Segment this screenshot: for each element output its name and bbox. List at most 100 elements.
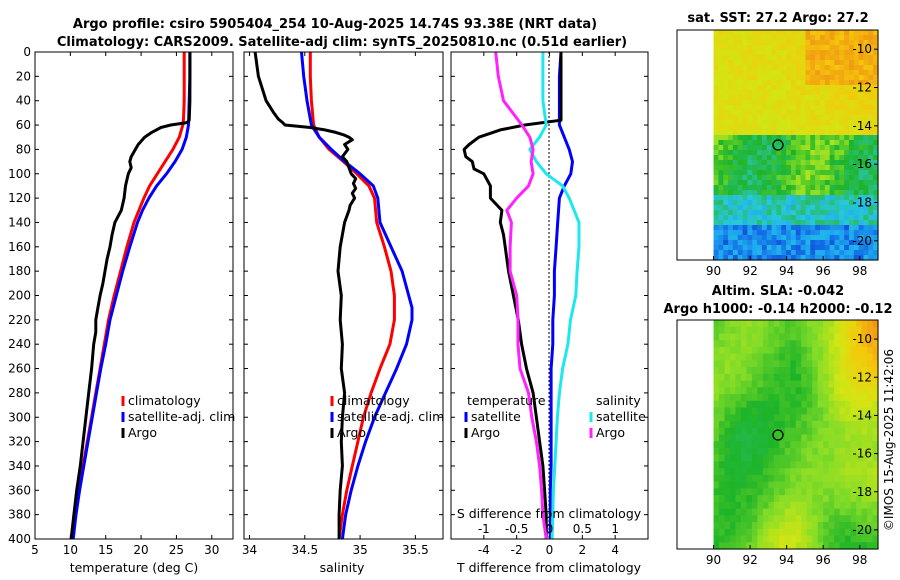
- latitude-tick-label: -20: [852, 234, 872, 248]
- heatmap-cell: [844, 135, 850, 141]
- heatmap-cell: [805, 205, 811, 211]
- heatmap-cell: [812, 387, 819, 395]
- heatmap-cell: [790, 488, 797, 496]
- heatmap-cell: [728, 150, 734, 156]
- heatmap-cell: [844, 160, 850, 166]
- heatmap-cell: [800, 95, 807, 101]
- heatmap-cell: [737, 35, 744, 41]
- heatmap-cell: [729, 421, 737, 429]
- heatmap-cell: [795, 75, 802, 81]
- heatmap-cell: [858, 100, 865, 106]
- heatmap-cell: [761, 90, 768, 96]
- heatmap-cell: [824, 35, 831, 41]
- heatmap-cell: [776, 200, 782, 206]
- heatmap-cell: [729, 407, 737, 415]
- heatmap-cell: [795, 205, 802, 211]
- heatmap-cell: [795, 542, 802, 550]
- heatmap-cell: [757, 60, 763, 66]
- heatmap-cell: [839, 175, 845, 181]
- heatmap-cell: [815, 60, 821, 66]
- heatmap-cell: [761, 115, 768, 121]
- heatmap-cell: [872, 380, 879, 388]
- heatmap-cell: [781, 40, 787, 46]
- heatmap-cell: [723, 145, 729, 151]
- heatmap-cell: [815, 185, 821, 191]
- heatmap-cell: [786, 30, 792, 36]
- heatmap-cell: [766, 205, 773, 211]
- heatmap-cell: [828, 380, 835, 388]
- heatmap-cell: [839, 535, 846, 543]
- heatmap-cell: [867, 400, 874, 409]
- heatmap-cell: [742, 185, 749, 191]
- heatmap-cell: [853, 120, 860, 126]
- heatmap-cell: [762, 373, 769, 382]
- heatmap-cell: [844, 35, 850, 41]
- heatmap-cell: [805, 175, 811, 181]
- heatmap-cell: [762, 326, 769, 335]
- heatmap-cell: [795, 528, 802, 537]
- heatmap-cell: [806, 481, 813, 489]
- heatmap-cell: [776, 245, 782, 251]
- heatmap-cell: [740, 387, 748, 395]
- heatmap-cell: [828, 461, 835, 469]
- heatmap-cell: [718, 230, 724, 236]
- heatmap-cell: [752, 130, 758, 136]
- heatmap-cell: [732, 215, 739, 221]
- heatmap-cell: [752, 95, 758, 101]
- heatmap-cell: [856, 495, 863, 503]
- heatmap-cell: [740, 380, 748, 388]
- heatmap-cell: [740, 326, 748, 335]
- heatmap-cell: [795, 441, 802, 449]
- heatmap-cell: [853, 250, 860, 256]
- heatmap-cell: [742, 250, 749, 256]
- heatmap-cell: [810, 185, 816, 191]
- heatmap-cell: [795, 200, 802, 206]
- heatmap-cell: [713, 40, 719, 46]
- heatmap-cell: [829, 65, 836, 71]
- heatmap-cell: [776, 135, 782, 141]
- heatmap-cell: [728, 245, 734, 251]
- heatmap-cell: [779, 515, 786, 523]
- heatmap-cell: [735, 421, 742, 429]
- heatmap-cell: [752, 250, 758, 256]
- heatmap-cell: [848, 115, 855, 121]
- heatmap-cell: [757, 535, 764, 543]
- heatmap-cell: [844, 205, 850, 211]
- heatmap-cell: [746, 528, 753, 537]
- heatmap-cell: [861, 380, 868, 388]
- heatmap-cell: [790, 522, 797, 530]
- heatmap-cell: [824, 135, 831, 141]
- heatmap-cell: [766, 190, 773, 196]
- heatmap-cell: [848, 160, 855, 166]
- heatmap-cell: [737, 65, 744, 71]
- heatmap-cell: [728, 50, 734, 56]
- heatmap-cell: [834, 145, 840, 151]
- heatmap-cell: [728, 225, 734, 231]
- heatmap-cell: [724, 353, 731, 362]
- heatmap-cell: [735, 522, 742, 530]
- heatmap-cell: [757, 210, 763, 216]
- heatmap-cell: [762, 515, 769, 523]
- heatmap-cell: [784, 434, 791, 442]
- heatmap-cell: [873, 255, 879, 261]
- heatmap-cell: [752, 30, 758, 36]
- heatmap-cell: [776, 65, 782, 71]
- temperature-series: [69, 52, 192, 539]
- heatmap-cell: [776, 235, 782, 241]
- heatmap-cell: [873, 220, 879, 226]
- heatmap-cell: [757, 150, 763, 156]
- heatmap-cell: [815, 95, 821, 101]
- heatmap-cell: [728, 230, 734, 236]
- heatmap-cell: [873, 110, 879, 116]
- heatmap-cell: [757, 90, 763, 96]
- heatmap-cell: [786, 230, 792, 236]
- heatmap-cell: [845, 380, 852, 388]
- heatmap-cell: [771, 185, 778, 191]
- heatmap-cell: [718, 100, 724, 106]
- heatmap-cell: [751, 535, 758, 543]
- heatmap-cell: [771, 105, 778, 111]
- heatmap-cell: [786, 100, 792, 106]
- heatmap-cell: [790, 180, 797, 186]
- heatmap-cell: [790, 55, 797, 61]
- heatmap-cell: [868, 60, 874, 66]
